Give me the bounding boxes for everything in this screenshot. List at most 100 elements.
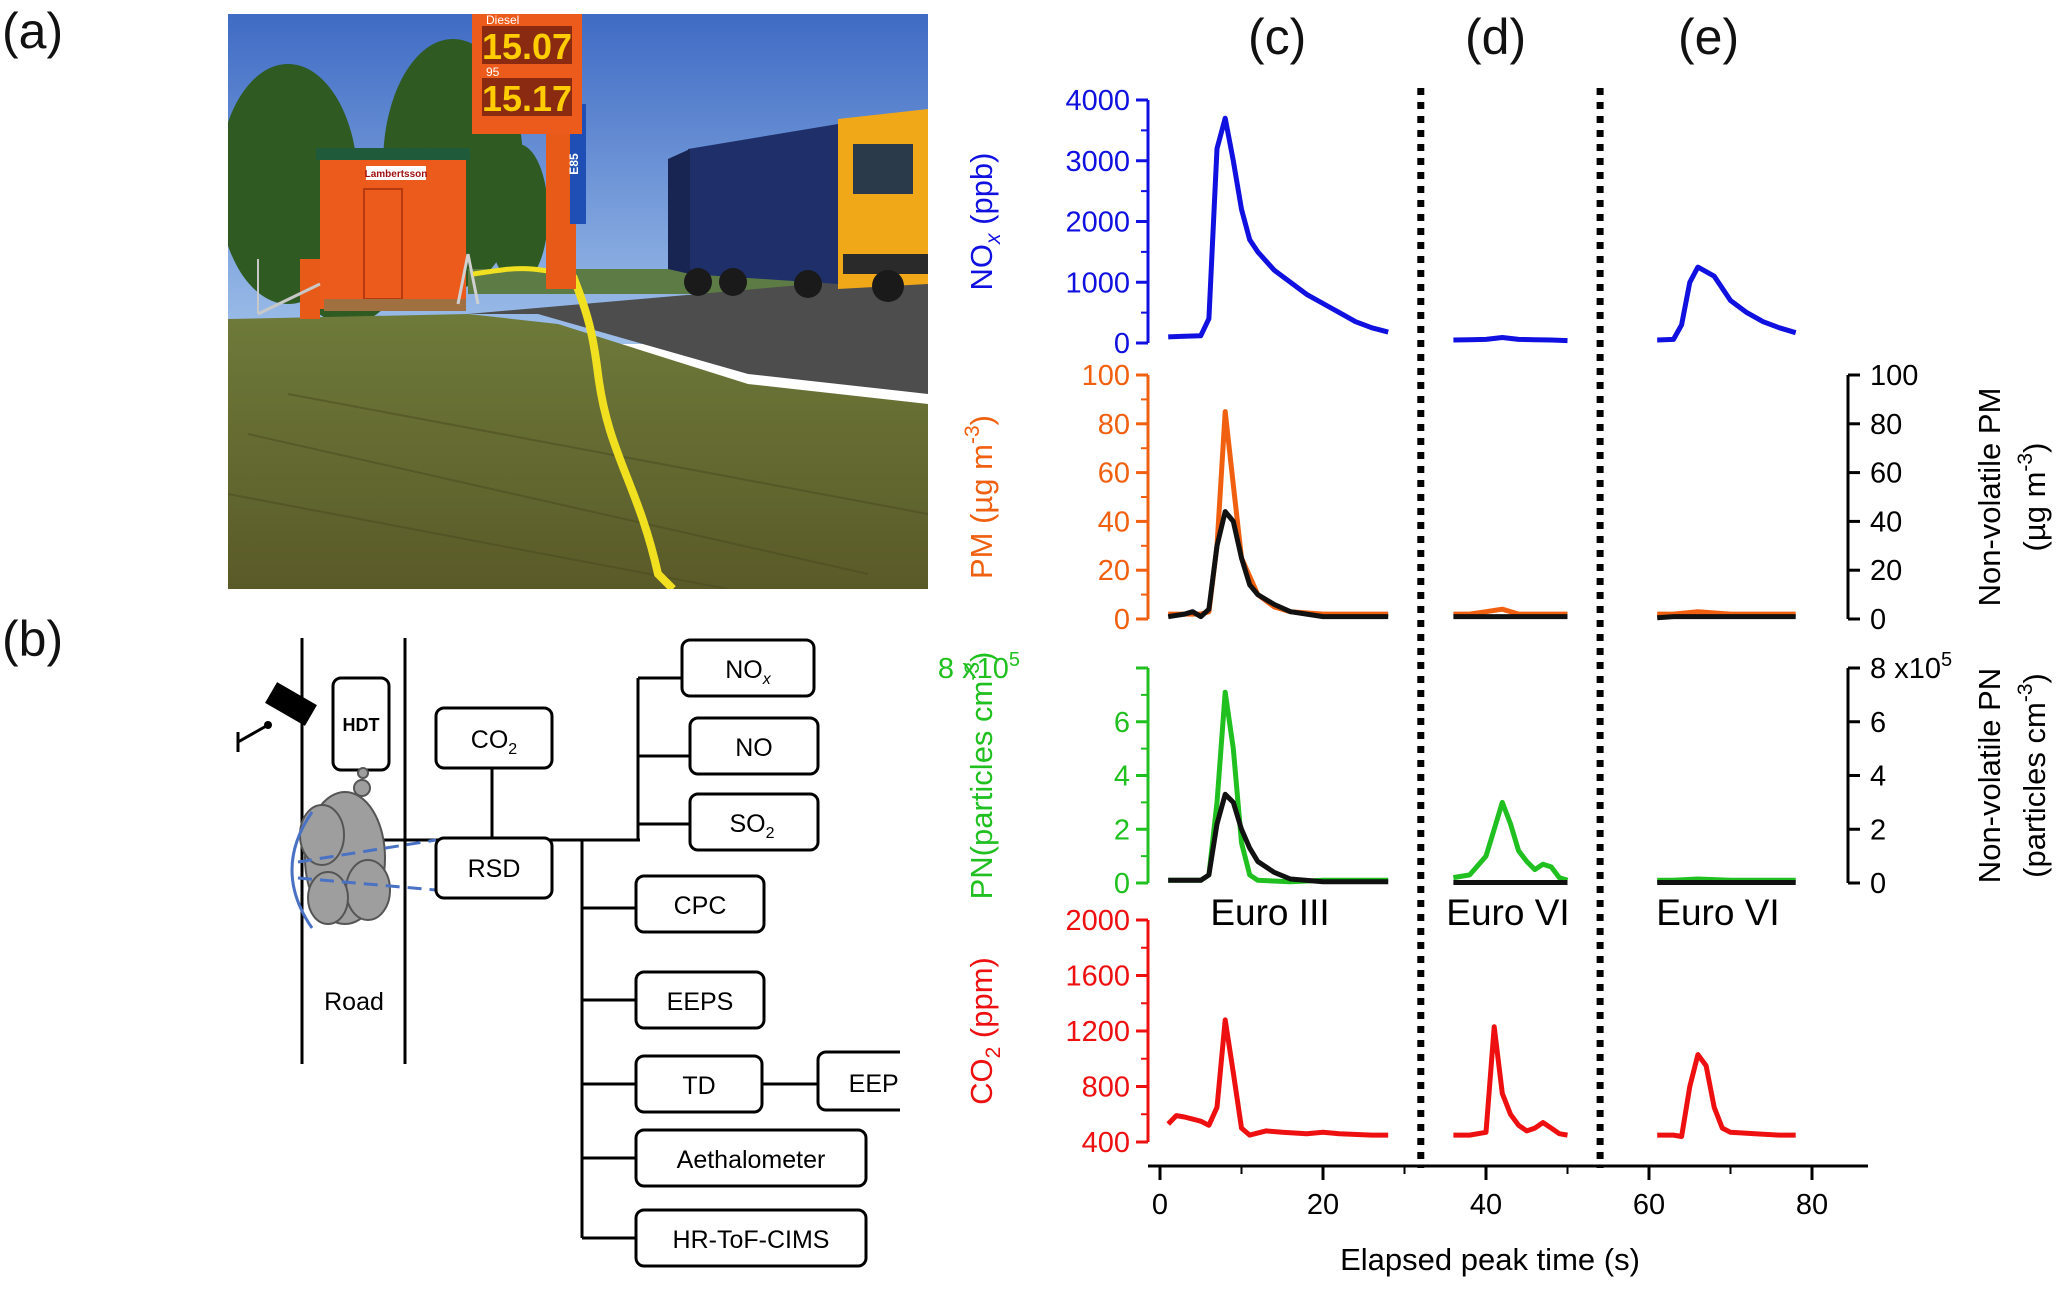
pn-axis-label: PN(particles cm-3) — [961, 652, 999, 900]
fuel-price-sign: E85 Diesel 15.07 95 15.17 — [472, 14, 586, 289]
pm-pm-line-0 — [1168, 409, 1389, 617]
nox-left-tick-label: 3000 — [1065, 146, 1130, 178]
event-label-1: Euro VI — [1446, 892, 1569, 933]
event-label-2: Euro VI — [1656, 892, 1779, 933]
pn-right-axis-label: Non-volatile PN — [1972, 668, 2007, 883]
aethalometer-box — [634, 1128, 868, 1188]
nox-axis-label: NOx (ppb) — [964, 153, 1005, 291]
co2-left-tick-label: 800 — [1082, 1072, 1130, 1104]
nox-left-tick-label: 2000 — [1065, 207, 1130, 239]
pn-right-tick-label: 4 — [1870, 761, 1886, 793]
pm-non-volatile-pm-line-0 — [1167, 509, 1389, 620]
pn-pn-line-1 — [1452, 799, 1569, 883]
sign-label-1: Diesel — [486, 14, 519, 27]
co2-left-tick-label: 1600 — [1065, 961, 1130, 993]
x-tick-label: 60 — [1633, 1189, 1665, 1221]
pm-left-tick-label: 100 — [1082, 360, 1130, 392]
container-label-text: Lambertsson — [365, 169, 428, 180]
nox-left-tick-label: 4000 — [1065, 85, 1130, 117]
co2-left-tick-label: 2000 — [1065, 905, 1130, 937]
pm-left-tick-label: 60 — [1098, 458, 1130, 490]
pm-right-tick-label: 40 — [1870, 506, 1902, 538]
pn-right-tick-label: 8 x105 — [1870, 649, 1952, 685]
exhaust-cloud-icon — [299, 767, 391, 925]
nox-left-tick-label: 1000 — [1065, 267, 1130, 299]
co2-series-line-1 — [1453, 1024, 1568, 1138]
hr-tof-cims-box — [634, 1208, 868, 1268]
pm-right-tick-label: 0 — [1870, 604, 1886, 636]
pm-pm-line-1 — [1453, 606, 1568, 617]
nox-series-line-1 — [1453, 335, 1568, 344]
pn-left-tick-label: 0 — [1114, 868, 1130, 900]
nox-series-line-2 — [1657, 264, 1797, 343]
panel-label-e: (e) — [1678, 9, 1740, 65]
panel-label-d: (d) — [1465, 9, 1527, 65]
panel-label-b: (b) — [2, 611, 64, 667]
pm-left-tick-label: 20 — [1098, 555, 1130, 587]
pm-axis-label: PM (µg m-3) — [961, 415, 999, 579]
co2-left-tick-label: 400 — [1082, 1127, 1130, 1159]
pn-right-tick-label: 2 — [1870, 814, 1886, 846]
pm-right-axis-unit: (µg m-3) — [2014, 443, 2052, 552]
pm-left-tick-label: 0 — [1114, 604, 1130, 636]
pn-left-tick-label: 8 x105 — [938, 649, 1020, 685]
heavy-duty-truck — [668, 109, 928, 302]
cpc-box — [634, 874, 766, 934]
pn-left-tick-label: 2 — [1114, 814, 1130, 846]
eeps-box-label: EEPS — [667, 988, 734, 1016]
pn-right-axis-unit: (particles cm-3) — [2014, 673, 2052, 878]
x-tick-label: 20 — [1307, 1189, 1339, 1221]
nox-box-label: NOx — [725, 656, 772, 688]
event-label-0: Euro III — [1210, 892, 1329, 933]
x-tick-label: 80 — [1796, 1189, 1828, 1221]
no-box-label: NO — [735, 734, 773, 762]
measurement-container: Lambertsson — [257, 148, 480, 316]
pm-right-tick-label: 100 — [1870, 360, 1918, 392]
pole-label-text: E85 — [567, 153, 581, 175]
nox-left-tick-label: 0 — [1114, 328, 1130, 360]
pm-right-tick-label: 80 — [1870, 409, 1902, 441]
pn-right-tick-label: 6 — [1870, 707, 1886, 739]
camera-icon — [236, 682, 317, 752]
hdt-label: HDT — [343, 715, 380, 735]
sign-label-2: 95 — [486, 65, 500, 79]
field-photo: Lambertsson E85 Diesel 15.07 95 15.17 — [228, 14, 928, 589]
so2-box-label: SO2 — [729, 810, 774, 842]
rsd-box — [434, 836, 554, 900]
co2-series-line-2 — [1657, 1052, 1796, 1139]
co2-left-tick-label: 1200 — [1065, 1016, 1130, 1048]
td-box — [634, 1054, 764, 1114]
nox-series-line-0 — [1168, 115, 1389, 340]
pm-left-tick-label: 40 — [1098, 506, 1130, 538]
road-label: Road — [324, 988, 384, 1016]
td-eeps-box — [816, 1050, 900, 1112]
pm-right-tick-label: 60 — [1870, 458, 1902, 490]
pm-right-axis-label: Non-volatile PM — [1972, 388, 2007, 607]
aethalometer-box-label: Aethalometer — [677, 1146, 826, 1174]
panel-label-a: (a) — [2, 3, 64, 59]
hr-tof-cims-box-label: HR-ToF-CIMS — [673, 1226, 830, 1254]
so2-analyzer-box — [688, 792, 820, 852]
x-tick-label: 0 — [1152, 1189, 1168, 1221]
pn-pn-line-0 — [1168, 689, 1389, 885]
x-tick-label: 40 — [1470, 1189, 1502, 1221]
cpc-box-label: CPC — [674, 892, 727, 920]
pn-right-tick-label: 0 — [1870, 868, 1886, 900]
pn-left-tick-label: 4 — [1114, 761, 1130, 793]
pm-right-tick-label: 20 — [1870, 555, 1902, 587]
setup-schematic: HDT CO2 RSD NOx NO SO2 CPC EEPS TD E — [236, 638, 900, 1268]
sign-price-1: 15.07 — [482, 26, 572, 67]
pm-non-volatile-pm-line-2 — [1657, 614, 1796, 621]
pm-left-tick-label: 80 — [1098, 409, 1130, 441]
co2-box — [434, 706, 554, 770]
x-axis-label: Elapsed peak time (s) — [1340, 1242, 1640, 1277]
pn-non-volatile-pn-line-0 — [1168, 791, 1389, 885]
td-box-label: TD — [682, 1072, 715, 1100]
co2-box-label: CO2 — [471, 726, 518, 758]
nox-analyzer-box — [680, 638, 816, 698]
eeps-box — [634, 970, 766, 1030]
pm-pm-line-2 — [1657, 609, 1796, 617]
sign-price-2: 15.17 — [482, 78, 572, 119]
rsd-box-label: RSD — [468, 855, 521, 883]
